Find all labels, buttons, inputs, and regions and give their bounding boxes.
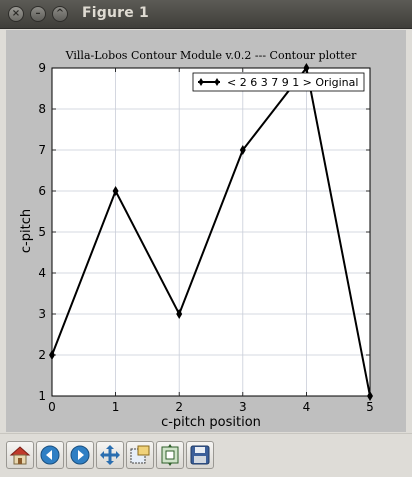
x-tick-label: 3: [239, 400, 247, 414]
y-axis-label: c-pitch: [19, 209, 34, 253]
y-tick-label: 2: [38, 348, 46, 362]
floppy-disk-icon: [190, 445, 210, 465]
zoom-button[interactable]: [126, 441, 154, 469]
y-tick-label: 6: [38, 184, 46, 198]
y-tick-label: 1: [38, 389, 46, 403]
y-tick-label: 9: [38, 61, 46, 75]
arrow-left-icon: [40, 445, 60, 465]
arrow-right-icon: [70, 445, 90, 465]
minimize-icon: –: [35, 8, 41, 19]
legend: < 2 6 3 7 9 1 > Original: [192, 72, 365, 92]
data-point: [239, 145, 246, 155]
forward-button[interactable]: [66, 441, 94, 469]
y-tick-label: 8: [38, 102, 46, 116]
window-title: Figure 1: [82, 5, 149, 21]
data-point: [112, 186, 119, 196]
data-point: [176, 309, 183, 319]
data-point: [303, 63, 310, 73]
x-tick-label: 1: [112, 400, 120, 414]
legend-entry: < 2 6 3 7 9 1 > Original: [227, 76, 358, 89]
back-button[interactable]: [36, 441, 64, 469]
legend-marker-right: [214, 78, 220, 86]
zoom-rect-icon: [130, 445, 150, 464]
maximize-icon: ^: [55, 8, 65, 19]
y-tick-label: 3: [38, 307, 46, 321]
navigation-toolbar: [0, 433, 412, 477]
legend-box: [192, 72, 365, 92]
save-button[interactable]: [186, 441, 214, 469]
data-point: [367, 391, 373, 401]
x-tick-label: 0: [48, 400, 56, 414]
move-arrows-icon: [100, 445, 120, 465]
minimize-window-button[interactable]: –: [30, 6, 46, 22]
data-point: [49, 350, 55, 360]
grid-lines: [52, 68, 370, 396]
home-icon: [9, 446, 31, 465]
subplots-button[interactable]: [156, 441, 184, 469]
close-icon: ×: [11, 8, 21, 19]
series-line: [51, 65, 371, 397]
title-bar[interactable]: × – ^ Figure 1: [0, 0, 412, 29]
x-axis-label: c-pitch position: [161, 415, 261, 430]
series-group: [49, 63, 373, 401]
subplots-config-icon: [161, 444, 179, 466]
maximize-window-button[interactable]: ^: [52, 6, 68, 22]
x-tick-label: 4: [303, 400, 311, 414]
legend-marker-left: [198, 78, 204, 86]
home-button[interactable]: [6, 441, 34, 469]
chart-title: Villa-Lobos Contour Module v.0.2 --- Con…: [65, 49, 357, 62]
y-tick-label: 7: [38, 143, 46, 157]
y-tick-label: 4: [38, 266, 46, 280]
y-tick-label: 5: [38, 225, 46, 239]
pan-button[interactable]: [96, 441, 124, 469]
close-window-button[interactable]: ×: [8, 6, 24, 22]
x-tick-label: 2: [175, 400, 183, 414]
x-tick-label: 5: [366, 400, 374, 414]
